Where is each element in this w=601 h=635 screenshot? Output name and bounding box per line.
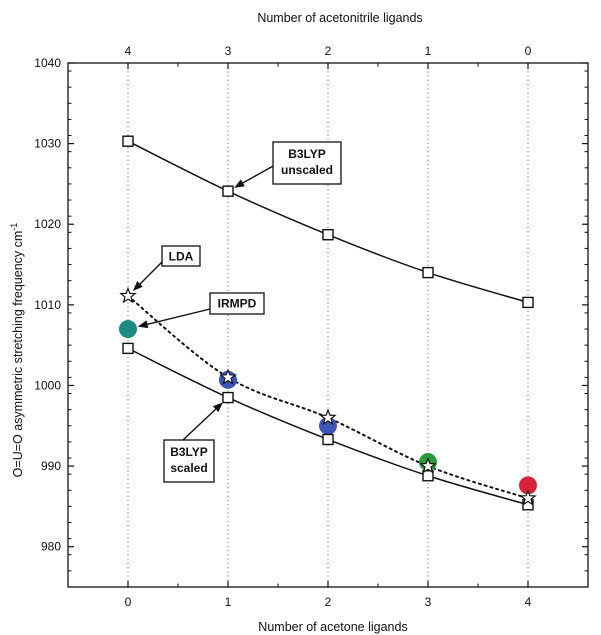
irmpd-point	[319, 416, 337, 435]
callout-label: B3LYP	[288, 147, 326, 161]
x-tick-label: 1	[225, 595, 232, 609]
y-tick-label: 1040	[34, 56, 61, 70]
star-point	[519, 489, 537, 506]
square-point	[422, 266, 434, 279]
x2-tick-label: 0	[525, 44, 532, 58]
x2-axis-title: Number of acetonitrile ligands	[257, 11, 422, 25]
star-point	[319, 408, 337, 426]
series	[119, 135, 537, 511]
callout-arrow-line-3	[182, 408, 217, 441]
x-tick-label: 3	[425, 595, 432, 609]
callout-box-3	[163, 439, 215, 483]
star-point	[419, 456, 437, 474]
irmpd-point	[519, 476, 537, 495]
y-tick-label: 1030	[34, 137, 61, 151]
x2-tick-label: 4	[125, 44, 132, 58]
callout-arrow-head-2	[137, 320, 149, 329]
callout-arrow-head-1	[132, 281, 143, 292]
callout-arrow-head-3	[212, 402, 223, 413]
callout-box-1	[161, 245, 201, 267]
callout-label: unscaled	[281, 163, 333, 177]
y-axis-title: O=U=O asymmetric stretching frequency cm…	[9, 223, 25, 478]
square-point	[422, 470, 434, 482]
series-line-1	[127, 294, 529, 500]
x2-tick-label: 3	[225, 44, 232, 58]
x-tick-label: 2	[325, 595, 332, 609]
callout-label: B3LYP	[170, 445, 208, 459]
square-point	[222, 391, 234, 404]
callout-label: IRMPD	[218, 297, 257, 311]
callout-arrow-head-0	[234, 179, 245, 188]
callouts: B3LYP unscaled LDA IRMPD B3LYP scaled	[132, 141, 342, 483]
square-point	[522, 296, 534, 309]
x-axis-title: Number of acetone ligands	[258, 620, 407, 634]
y-axis-title-main: O=U=O asymmetric stretching frequency cm	[11, 231, 25, 478]
y-tick-label: 980	[41, 540, 61, 554]
callout-label: scaled	[170, 461, 207, 475]
y-tick-label: 1010	[34, 298, 61, 312]
square-point	[322, 229, 334, 241]
callout-arrow-line-2	[147, 308, 211, 325]
square-point	[322, 433, 334, 446]
star-point	[119, 286, 137, 304]
callout-box-2	[209, 292, 265, 315]
ticks: 980 990 1000 1010 1020 1030 1040 0 4 1 3 2 2 3 1 4 0	[34, 44, 588, 609]
y-axis-title-sup: -1	[9, 223, 19, 231]
callout-arrow-line-1	[139, 261, 163, 285]
irmpd-point	[119, 320, 137, 339]
x-tick-label: 0	[125, 595, 132, 609]
star-point	[219, 368, 237, 385]
y-tick-label: 990	[41, 459, 61, 473]
x-tick-label: 4	[525, 595, 532, 609]
callout-arrow-line-0	[242, 164, 276, 184]
callout-box-0	[272, 141, 342, 185]
square-point	[122, 342, 134, 355]
square-point	[122, 135, 134, 147]
x2-tick-label: 1	[425, 44, 432, 58]
y-tick-label: 1020	[34, 217, 61, 231]
x2-tick-label: 2	[325, 44, 332, 58]
square-point	[222, 185, 234, 197]
callout-label: LDA	[169, 250, 194, 264]
y-tick-label: 1000	[34, 378, 61, 392]
